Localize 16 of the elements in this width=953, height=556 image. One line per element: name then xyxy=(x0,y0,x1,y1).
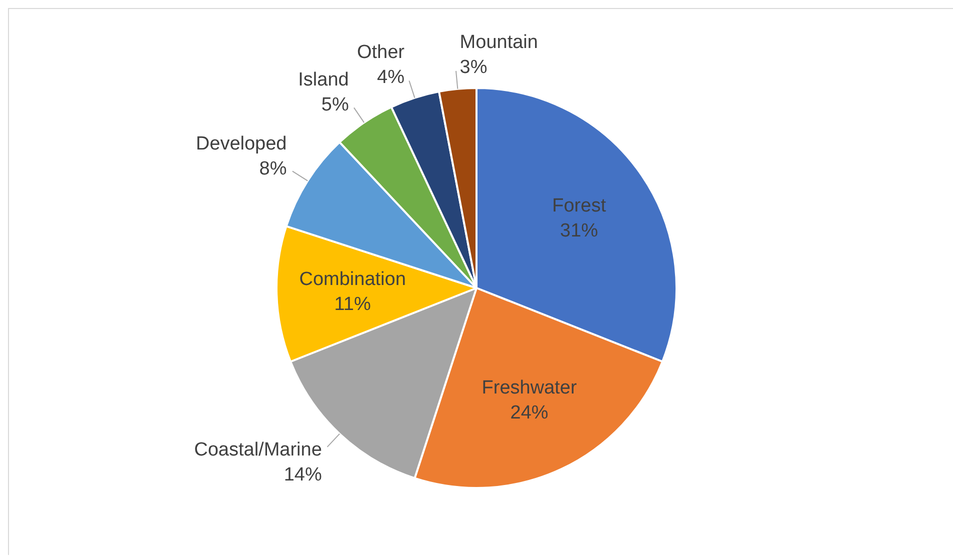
slice-label: Combination xyxy=(299,269,406,290)
data-label: 5% xyxy=(321,94,349,116)
data-label: 4% xyxy=(377,67,405,88)
slice-label: Other xyxy=(356,42,406,63)
data-label: 14% xyxy=(284,464,322,486)
data-label: 24% xyxy=(510,402,548,424)
slice-label: Developed xyxy=(196,133,287,154)
slice-label: Forest xyxy=(552,196,607,217)
slice-label: Coastal/Marine xyxy=(194,440,322,461)
data-label: 11% xyxy=(334,294,371,316)
data-label: 3% xyxy=(460,57,488,78)
data-label: 31% xyxy=(560,220,598,242)
slice-label: Freshwater xyxy=(482,377,578,398)
slice-label: Island xyxy=(298,69,349,90)
data-label: 8% xyxy=(259,158,287,180)
slice-label: Mountain xyxy=(460,32,538,54)
